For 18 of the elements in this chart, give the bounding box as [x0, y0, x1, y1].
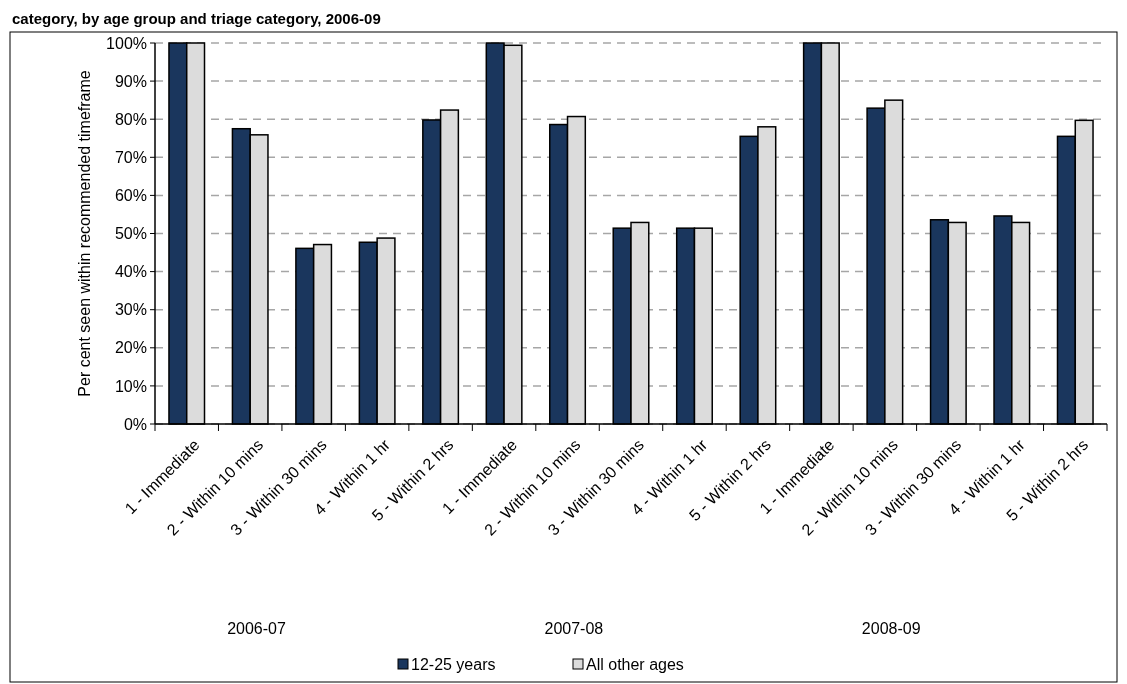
legend-label: All other ages: [586, 656, 684, 673]
legend-label: 12-25 years: [411, 656, 496, 673]
y-tick-label: 70%: [114, 148, 147, 166]
y-axis-title: Per cent seen within recommended timeframe: [76, 70, 93, 397]
text: 2007-08: [544, 620, 604, 637]
y-tick-label: 40%: [114, 263, 147, 281]
y-tick-label: 60%: [114, 187, 147, 204]
y-tick-label: 90%: [114, 72, 147, 90]
y-tick-label: 30%: [114, 301, 147, 319]
y-tick-label: 100%: [106, 34, 147, 52]
y-tick-label: 20%: [114, 339, 147, 357]
text: 2008-09: [861, 620, 921, 637]
y-tick-label: 50%: [114, 225, 147, 243]
y-tick-label: 10%: [114, 377, 147, 395]
text: 2006-07: [227, 620, 287, 637]
y-tick-label: 0%: [123, 415, 147, 433]
y-tick-label: 80%: [114, 110, 147, 128]
chart-title: category, by age group and triage category, 2006-09: [12, 10, 381, 27]
